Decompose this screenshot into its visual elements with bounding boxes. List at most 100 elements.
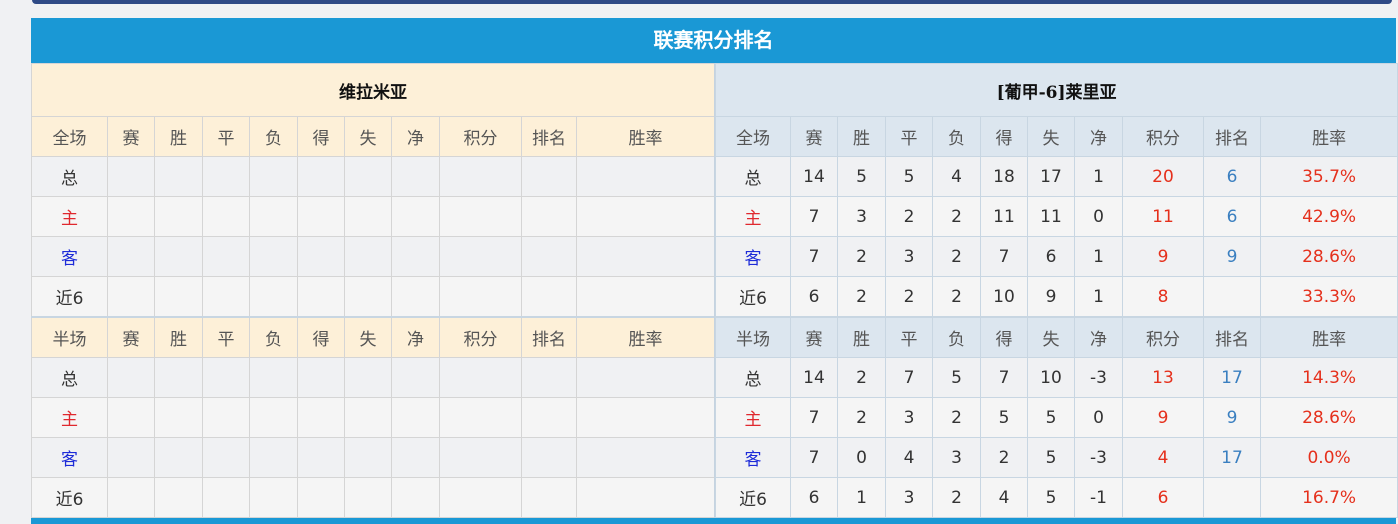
stat-cell: [154, 276, 203, 318]
stat-cell: 7: [980, 236, 1028, 277]
column-header: 胜: [837, 316, 886, 358]
column-header: 胜率: [575, 116, 716, 157]
stat-cell: [297, 357, 345, 398]
stat-cell: 0: [837, 437, 886, 478]
column-header: 平: [885, 116, 933, 157]
stat-cell: 7: [790, 397, 838, 438]
stat-cell: [344, 236, 392, 277]
team-name[interactable]: 维拉米亚: [30, 63, 716, 117]
stat-cell: [107, 276, 155, 318]
stat-cell: [344, 477, 392, 518]
team-name[interactable]: [葡甲-6]莱里亚: [714, 63, 1398, 117]
column-header: 净: [391, 316, 440, 358]
column-header: 负: [932, 116, 981, 157]
stat-cell: [391, 196, 440, 237]
table-row: 近6: [31, 276, 716, 318]
column-header: 胜: [837, 116, 886, 157]
stat-cell: [249, 276, 298, 318]
stat-cell: [297, 437, 345, 478]
stat-cell: [249, 156, 298, 197]
stat-cell: 10: [1027, 357, 1075, 398]
column-header: 平: [202, 116, 250, 157]
stat-cell: 42.9%: [1259, 196, 1398, 237]
section-label: 全场: [31, 116, 108, 157]
stat-cell: 6: [1203, 156, 1261, 197]
stat-cell: [344, 196, 392, 237]
column-header: 胜: [154, 116, 203, 157]
stat-cell: 8: [1122, 276, 1204, 318]
away-team-standings: [葡甲-6]莱里亚 全场赛胜平负得失净积分 排名 胜率总 14 5 5 4 18 17 1 20 6 35…: [714, 63, 1398, 518]
stat-cell: [575, 477, 716, 518]
stat-cell: [391, 156, 440, 197]
stat-cell: 11: [1027, 196, 1075, 237]
stat-cell: [1203, 276, 1261, 318]
stat-cell: [439, 236, 522, 277]
table-row: 近6 6 1 3 2 4 5 -1 6 16.7%: [715, 477, 1398, 518]
stat-cell: [575, 236, 716, 277]
table-row: 主 7 2 3 2 5 5 0 9 9 28.6%: [715, 397, 1398, 438]
stat-cell: 5: [885, 156, 933, 197]
row-label: 总: [31, 156, 108, 197]
stat-cell: 28.6%: [1259, 397, 1398, 438]
column-header: 排名: [1203, 316, 1261, 358]
row-label: 近6: [715, 276, 791, 318]
stat-cell: 2: [932, 236, 981, 277]
stat-cell: [439, 276, 522, 318]
stat-cell: [107, 437, 155, 478]
stat-cell: [202, 236, 250, 277]
stat-cell: [521, 236, 577, 277]
stat-cell: [202, 156, 250, 197]
stat-cell: [202, 437, 250, 478]
stat-cell: [391, 477, 440, 518]
stat-cell: 33.3%: [1259, 276, 1398, 318]
standings-panel: 联赛积分排名 维拉米亚 全场赛胜平负得失净积分 排名 胜率总主客近6 半场赛胜平负得失净…: [30, 18, 1398, 524]
stat-cell: [154, 156, 203, 197]
row-label: 总: [31, 357, 108, 398]
stat-cell: 14: [790, 156, 838, 197]
stat-cell: 3: [885, 397, 933, 438]
row-label: 主: [31, 196, 108, 237]
stat-cell: 11: [1122, 196, 1204, 237]
stat-cell: [107, 156, 155, 197]
table-row: 客: [31, 236, 716, 277]
stat-cell: 17: [1027, 156, 1075, 197]
stat-cell: [439, 477, 522, 518]
stat-cell: [249, 477, 298, 518]
stat-cell: [391, 357, 440, 398]
stat-cell: [202, 477, 250, 518]
column-header: 失: [1027, 316, 1075, 358]
stat-cell: 1: [1074, 156, 1123, 197]
stat-cell: [521, 276, 577, 318]
stat-cell: 4: [932, 156, 981, 197]
column-header: 胜: [154, 316, 203, 358]
column-header-row: 半场赛胜平负得失净积分 排名 胜率: [31, 316, 716, 358]
stat-cell: 9: [1027, 276, 1075, 318]
stat-cell: 2: [932, 276, 981, 318]
stat-cell: [1203, 477, 1261, 518]
stat-cell: 1: [837, 477, 886, 518]
table-row: 总 14 5 5 4 18 17 1 20 6 35.7%: [715, 156, 1398, 197]
stat-cell: [521, 357, 577, 398]
column-header: 胜率: [575, 316, 716, 358]
table-row: 近6: [31, 477, 716, 518]
stat-cell: [202, 397, 250, 438]
row-label: 主: [31, 397, 108, 438]
row-label: 客: [31, 236, 108, 277]
stat-cell: [344, 156, 392, 197]
stat-cell: 9: [1203, 236, 1261, 277]
column-header: 负: [249, 316, 298, 358]
row-label: 总: [715, 357, 791, 398]
stat-cell: 35.7%: [1259, 156, 1398, 197]
stat-cell: [521, 397, 577, 438]
stat-cell: [521, 196, 577, 237]
stat-cell: 17: [1203, 437, 1261, 478]
column-header-row: 全场赛胜平负得失净积分 排名 胜率: [715, 116, 1398, 157]
stat-cell: [439, 397, 522, 438]
column-header: 积分: [439, 316, 522, 358]
stat-cell: [439, 156, 522, 197]
stat-cell: 2: [932, 477, 981, 518]
column-header: 净: [1074, 316, 1123, 358]
stat-cell: 5: [837, 156, 886, 197]
stat-cell: 28.6%: [1259, 236, 1398, 277]
table-row: 主 7 3 2 2 11 11 0 11 6 42.9%: [715, 196, 1398, 237]
